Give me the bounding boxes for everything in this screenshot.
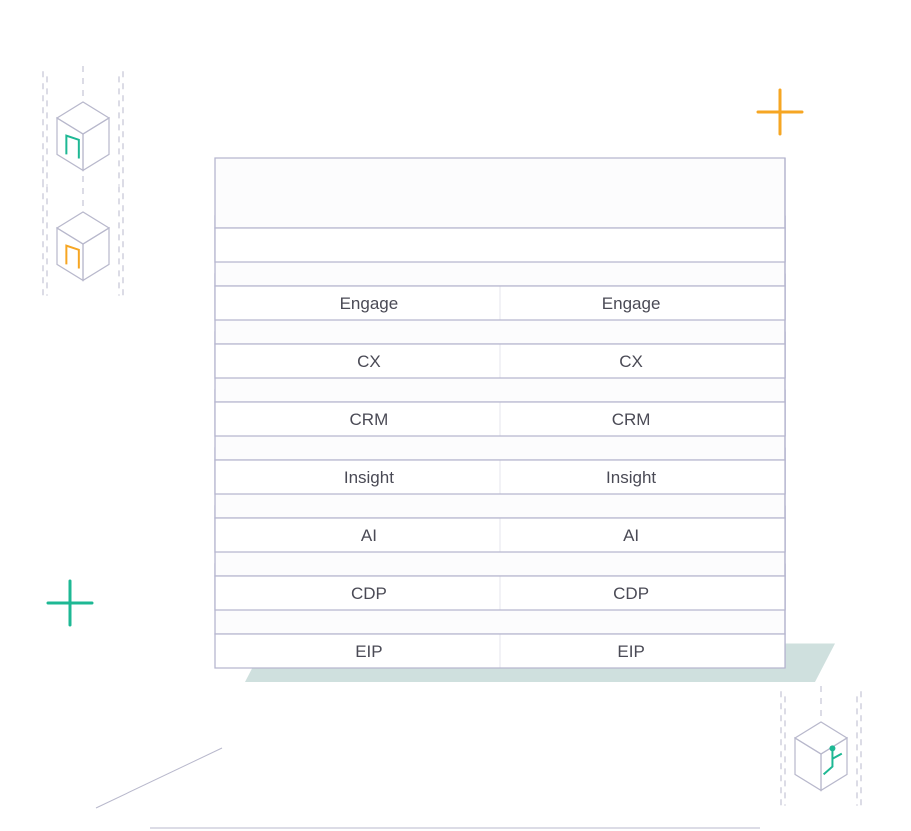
layer-label-left: CDP <box>351 584 387 603</box>
stack-cap <box>215 158 785 262</box>
layer-label-left: EIP <box>355 642 382 661</box>
layer-label-right: EIP <box>617 642 644 661</box>
layer-label-right: CX <box>619 352 643 371</box>
mini-cube-mid <box>43 176 123 301</box>
layer-label-left: CX <box>357 352 381 371</box>
layer-label-left: Insight <box>344 468 394 487</box>
cross-orange-icon <box>758 90 802 134</box>
diagram-canvas: EIP EIP CDP CDP AI AI Insight Insight CRM CRM CX CX… <box>0 0 911 831</box>
layer-label-left: AI <box>361 526 377 545</box>
cross-green-icon <box>48 581 92 625</box>
layer-label-right: CRM <box>612 410 651 429</box>
layer-label-right: Engage <box>602 294 661 313</box>
mini-cube-top <box>43 66 123 191</box>
layer-label-right: AI <box>623 526 639 545</box>
floor-guide-line <box>96 748 222 808</box>
mini-cube-bottom_right <box>781 686 861 811</box>
layer-label-left: Engage <box>340 294 399 313</box>
mini-cube-accent-icon <box>66 136 78 159</box>
layer-label-left: CRM <box>350 410 389 429</box>
layer-label-right: CDP <box>613 584 649 603</box>
mini-cube-accent-icon <box>66 246 78 269</box>
layer-label-right: Insight <box>606 468 656 487</box>
